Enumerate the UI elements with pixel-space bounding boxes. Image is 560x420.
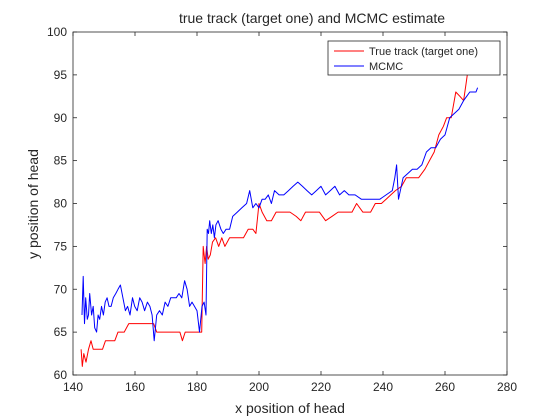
chart-title: true track (target one) and MCMC estimat…: [179, 10, 445, 26]
series-line-true-track: [80, 70, 469, 367]
y-tick-label: 70: [54, 282, 68, 296]
legend-label: True track (target one): [369, 46, 478, 58]
x-tick-label: 220: [311, 380, 331, 394]
y-tick-label: 80: [54, 197, 68, 211]
x-tick-label: 180: [187, 380, 207, 394]
y-tick-label: 90: [54, 111, 68, 125]
y-tick-label: 100: [47, 25, 67, 39]
x-tick-label: 280: [497, 380, 517, 394]
x-tick-label: 200: [249, 380, 269, 394]
plot-area: 140 160 180 200 220 240 260 280 60 65 70 75 80 85 90 95…: [47, 25, 517, 394]
y-axis-label: y position of head: [25, 149, 41, 259]
legend-box: [327, 40, 501, 76]
legend-label: MCMC: [369, 61, 403, 73]
y-tick-label: 85: [54, 154, 68, 168]
y-tick-label: 75: [54, 239, 68, 253]
x-tick-label: 140: [63, 380, 83, 394]
series-line-mcmc: [81, 87, 479, 342]
axes-box: [72, 31, 508, 376]
x-tick-label: 260: [435, 380, 455, 394]
y-tick-label: 60: [54, 368, 68, 382]
y-tick-label: 95: [54, 68, 68, 82]
x-tick-label: 160: [125, 380, 145, 394]
y-tick-label: 65: [54, 325, 68, 339]
x-tick-label: 240: [373, 380, 393, 394]
x-axis-label: x position of head: [235, 400, 345, 416]
